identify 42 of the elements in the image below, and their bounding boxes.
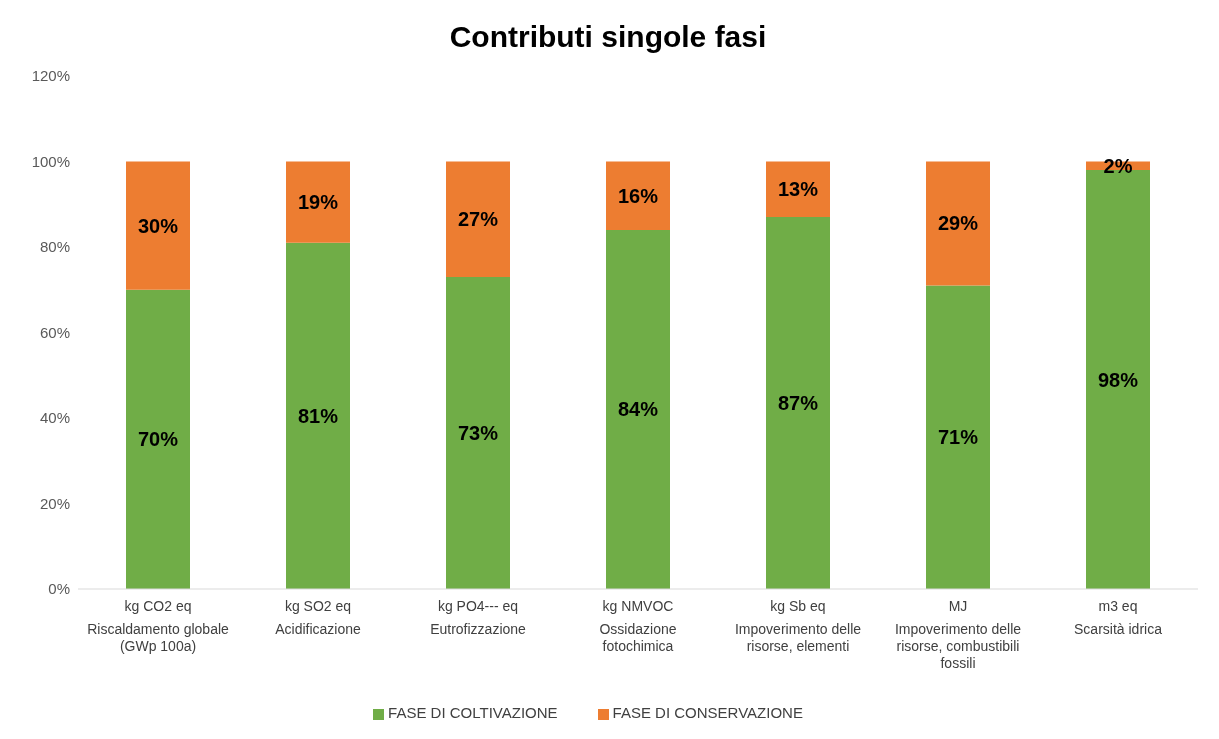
y-tick-label: 40%: [39, 409, 70, 427]
legend-label: FASE DI CONSERVAZIONE: [612, 704, 803, 721]
x-tick-label: kg SO2 eq Acidificazione: [275, 598, 362, 637]
data-label: 87%: [777, 392, 819, 415]
data-label: 70%: [137, 428, 179, 451]
y-tick-label: 100%: [31, 152, 70, 170]
y-tick-label: 20%: [39, 494, 70, 512]
data-label: 16%: [617, 184, 659, 207]
x-tick-label: kg Sb eq Impoverimento delle risorse, elementi: [734, 598, 862, 654]
x-tick-label: kg NMVOC Ossidazione fotochimica: [599, 598, 677, 654]
data-label: 19%: [297, 191, 339, 214]
bar: [926, 285, 990, 589]
data-label: 81%: [297, 404, 339, 427]
bar: [126, 289, 190, 589]
bar: [926, 161, 990, 286]
chart-title: Contributi singole fasi: [448, 19, 768, 55]
data-label: 84%: [617, 398, 659, 421]
bar: [606, 161, 670, 230]
data-label: 98%: [1097, 368, 1139, 391]
x-tick-label: m3 eq Scarsità idrica: [1074, 598, 1163, 637]
bar: [606, 229, 670, 589]
bar: [126, 161, 190, 290]
data-label: 13%: [777, 178, 819, 201]
legend-label: FASE DI COLTIVAZIONE: [388, 704, 558, 721]
data-label: 27%: [457, 208, 499, 231]
data-label: 71%: [937, 426, 979, 449]
data-label: 73%: [457, 421, 499, 444]
y-tick-label: 60%: [39, 323, 70, 341]
bar: [446, 276, 510, 589]
bar: [286, 242, 350, 589]
y-tick-label: 120%: [31, 67, 70, 85]
y-tick-label: 80%: [39, 238, 70, 256]
bar: [766, 217, 830, 589]
x-tick-label: kg PO4--- eq Eutrofizzazione: [430, 598, 527, 637]
x-tick-label: kg CO2 eq Riscaldamento globale (GWp 100a): [87, 598, 230, 654]
bar: [286, 161, 350, 243]
data-label: 2%: [1103, 154, 1133, 177]
bar: [446, 161, 510, 277]
x-tick-label: MJ Impoverimento delle risorse, combustibili fossili: [894, 598, 1022, 671]
y-tick-label: 0%: [48, 580, 70, 598]
data-label: 29%: [937, 212, 979, 235]
data-label: 30%: [137, 214, 179, 237]
